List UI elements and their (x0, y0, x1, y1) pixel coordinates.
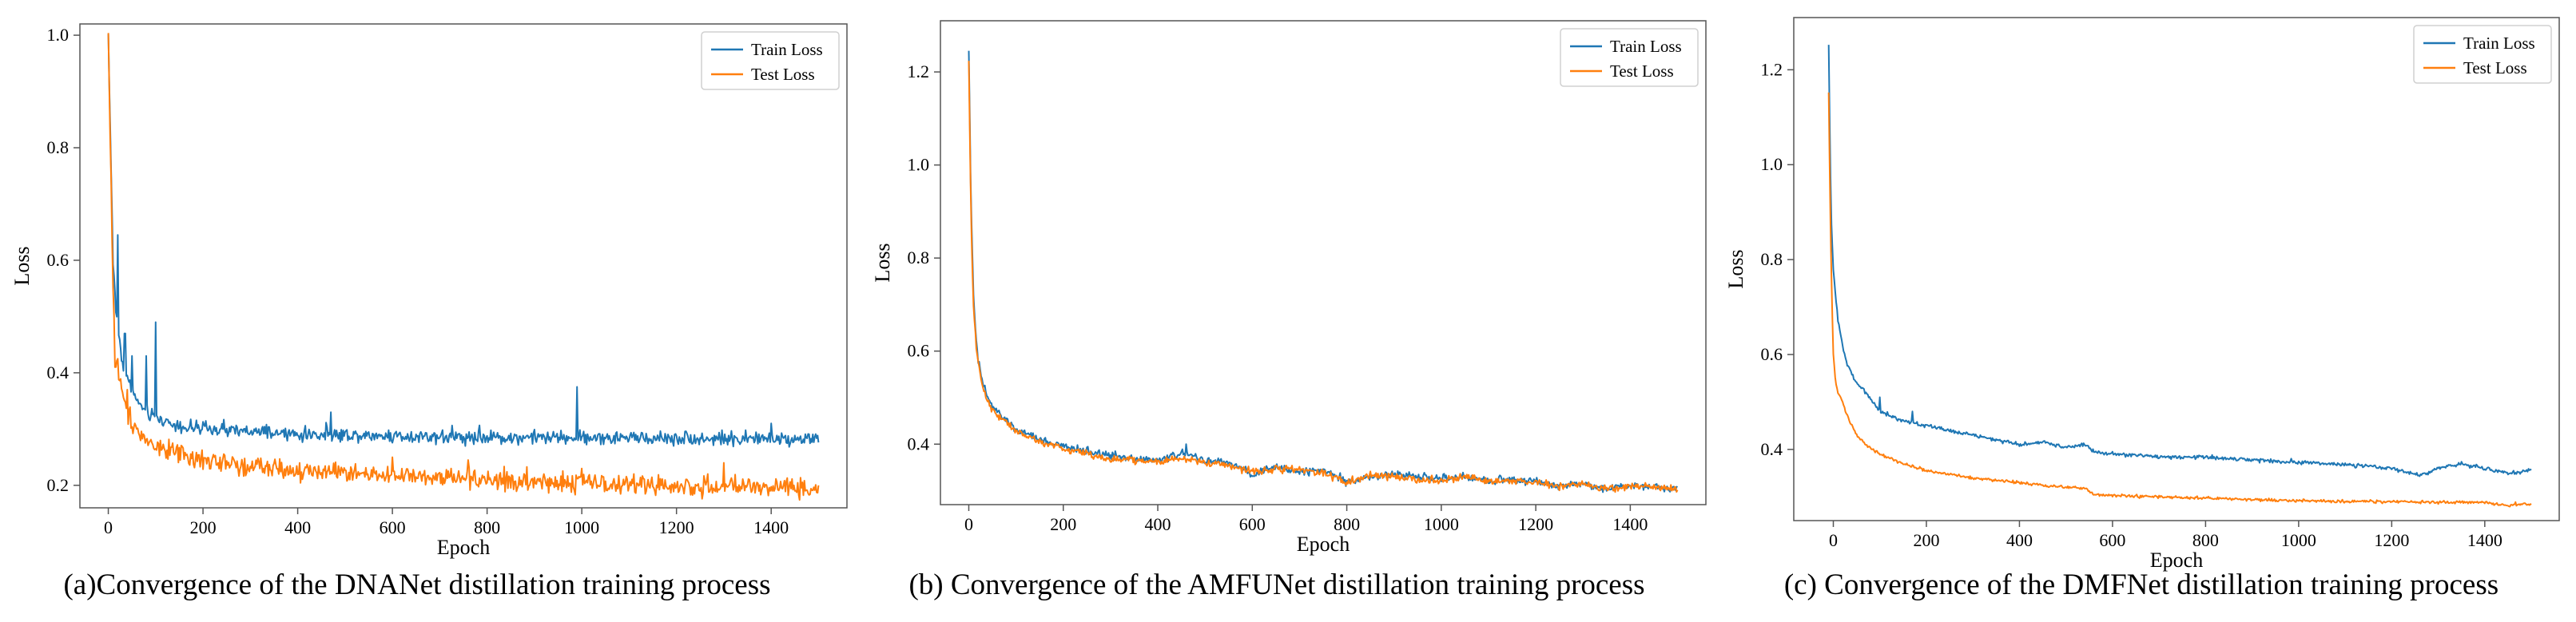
y-tick-label: 1.0 (47, 25, 70, 45)
figure-caption: (b) Convergence of the AMFUNet distillat… (908, 569, 1644, 601)
x-tick-label: 1000 (564, 517, 599, 537)
legend: Train Loss Test Loss (1560, 28, 1699, 87)
series-line-train (1827, 45, 2532, 477)
x-tick-label: 1200 (1518, 514, 1553, 534)
legend-label-train: Train Loss (1610, 37, 1682, 56)
y-tick-label: 0.8 (908, 248, 930, 267)
chart-dmfnet: 0 200 400 600 800 1000 1200 1400 0.4 0.6 0.8 1.0 1.2… (1724, 17, 2560, 601)
x-axis-label: Epoch (1297, 533, 1350, 556)
y-tick-label: 0.8 (1761, 249, 1783, 269)
series-line-train (968, 50, 1678, 493)
x-axis-label: Epoch (2150, 549, 2203, 572)
figure-caption: (a)Convergence of the DNANet distillatio… (63, 569, 770, 601)
x-tick-label: 0 (104, 517, 113, 537)
series-line-train (107, 34, 820, 448)
x-tick-label: 600 (380, 517, 406, 537)
x-tick-label: 1000 (1424, 514, 1459, 534)
x-tick-label: 1200 (2374, 530, 2409, 550)
y-tick-label: 1.0 (908, 155, 930, 175)
y-tick-label: 0.8 (47, 137, 70, 157)
x-tick-label: 1400 (2467, 530, 2502, 550)
legend-label-test: Test Loss (2463, 58, 2527, 77)
series-line-test (107, 33, 820, 501)
series-line-test (1827, 92, 2532, 508)
plot-area (968, 50, 1679, 493)
x-tick-label: 0 (964, 514, 973, 534)
y-tick-label: 0.4 (1761, 439, 1783, 459)
y-tick-label: 1.2 (908, 61, 930, 81)
legend-label-test: Test Loss (1610, 61, 1674, 81)
x-tick-label: 0 (1829, 530, 1838, 550)
y-tick-label: 0.2 (47, 475, 70, 495)
x-tick-label: 400 (2006, 530, 2033, 550)
x-tick-label: 1400 (1612, 514, 1648, 534)
x-tick-label: 800 (474, 517, 500, 537)
x-tick-label: 1000 (2281, 530, 2316, 550)
plot-frame (1793, 17, 2560, 521)
y-tick-label: 0.6 (908, 341, 930, 361)
chart-panel-dmfnet: 0 200 400 600 800 1000 1200 1400 0.4 0.6 0.8 1.0 1.2… (1718, 0, 2576, 618)
x-tick-label: 800 (1334, 514, 1360, 534)
plot-area (107, 33, 820, 501)
series-line-test (968, 61, 1679, 493)
y-tick-label: 1.0 (1761, 154, 1783, 174)
y-tick-label: 0.6 (47, 250, 70, 270)
chart-amfunet: 0 200 400 600 800 1000 1200 1400 0.4 0.6 0.8 1.0 1.2… (871, 20, 1707, 601)
x-tick-label: 400 (284, 517, 311, 537)
legend: Train Loss Test Loss (2413, 25, 2552, 84)
y-axis-label: Loss (871, 243, 894, 282)
legend: Train Loss Test Loss (701, 31, 840, 90)
x-tick-label: 1200 (659, 517, 694, 537)
chart-panel-dnanet: 0 200 400 600 800 1000 1200 1400 0.2 0.4 0.6 0.8 1.0… (0, 0, 859, 618)
x-tick-label: 600 (1239, 514, 1266, 534)
y-axis-label: Loss (1724, 249, 1747, 288)
legend-label-test: Test Loss (751, 65, 815, 84)
y-tick-label: 0.4 (908, 434, 930, 454)
x-tick-label: 1400 (753, 517, 789, 537)
chart-panel-amfunet: 0 200 400 600 800 1000 1200 1400 0.4 0.6 0.8 1.0 1.2… (859, 0, 1718, 618)
x-tick-label: 200 (1050, 514, 1076, 534)
plot-area (1827, 45, 2532, 508)
y-tick-label: 0.6 (1761, 344, 1783, 364)
figure-caption: (c) Convergence of the DMFNet distillati… (1784, 569, 2498, 601)
legend-label-train: Train Loss (2463, 34, 2535, 53)
plot-frame (79, 23, 848, 509)
x-tick-label: 200 (190, 517, 217, 537)
x-tick-label: 200 (1913, 530, 1939, 550)
chart-dnanet: 0 200 400 600 800 1000 1200 1400 0.2 0.4 0.6 0.8 1.0… (10, 23, 848, 601)
plot-frame (940, 20, 1707, 505)
y-axis-label: Loss (10, 246, 34, 285)
y-tick-label: 1.2 (1761, 59, 1783, 79)
x-tick-label: 400 (1145, 514, 1171, 534)
x-tick-label: 600 (2099, 530, 2125, 550)
y-tick-label: 0.4 (47, 363, 70, 382)
legend-label-train: Train Loss (751, 40, 823, 59)
x-axis-label: Epoch (437, 536, 490, 559)
x-tick-label: 800 (2192, 530, 2219, 550)
